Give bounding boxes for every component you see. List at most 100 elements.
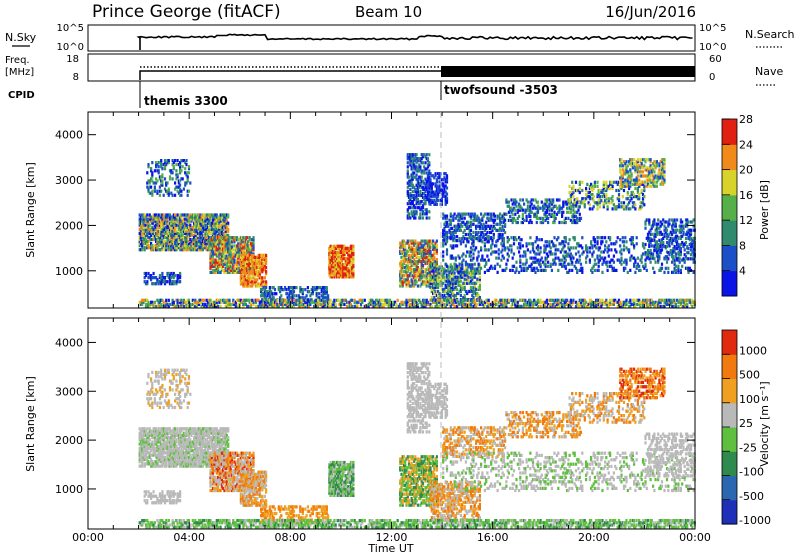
echo-cell [211,262,215,266]
echo-cell [161,246,164,250]
echo-cell [260,280,263,284]
echo-cell [242,284,245,288]
echo-cell [186,235,189,240]
echo-cell [158,229,161,233]
echo-cell [211,260,215,264]
echo-cell [258,266,261,270]
echo-cell [406,165,409,169]
echo-cell [260,268,263,272]
echo-cell [236,262,239,266]
echo-cell [171,237,174,242]
echo-cell [247,248,250,252]
echo-cell [225,239,228,244]
echo-cell [204,223,207,227]
echo-cell [230,236,234,240]
echo-cell [300,296,303,300]
echo-cell [252,240,255,244]
echo-cell [519,198,522,202]
echo-cell [219,237,222,242]
echo-cell [225,219,228,223]
echo-cell [168,280,172,284]
echo-cell [219,252,222,256]
echo-cell [199,215,202,219]
echo-cell [214,270,217,274]
echo-cell [611,184,614,188]
echo-cell [490,212,493,216]
echo-cell [244,272,247,276]
echo-cell [195,239,198,244]
echo-cell [515,204,518,208]
echo-cell [211,229,215,233]
echo-cell [222,246,225,250]
echo-cell [148,213,151,217]
echo-cell [272,298,275,302]
nsky-trace [136,33,693,50]
echo-cell [180,219,183,223]
echo-cell [588,250,591,254]
echo-cell [214,252,217,256]
echo-cell [148,231,151,235]
echo-cell [462,258,465,262]
echo-cell [518,270,521,274]
echo-cell [581,246,584,250]
echo-cell [243,270,246,274]
echo-cell [521,262,524,266]
echo-cell [210,238,213,242]
echo-cell [152,227,155,231]
echo-cell [504,222,507,226]
echo-cell [201,215,204,219]
echo-cell [478,236,481,240]
echo-cell [554,244,557,248]
echo-cell [227,233,230,237]
echo-cell [480,246,483,250]
echo-cell [155,227,158,231]
echo-cell [238,270,241,274]
echo-cell [237,266,240,270]
echo-cell [215,244,218,248]
echo-cell [143,242,146,246]
echo-cell [252,276,255,280]
echo-cell [462,252,465,256]
echo-cell [539,250,542,254]
echo-cell [187,231,191,235]
echo-cell [148,274,151,278]
echo-cell [325,286,328,290]
echo-cell [179,219,182,223]
echo-cell [166,237,169,242]
echo-cell [291,294,294,298]
echo-cell [248,236,251,240]
echo-cell [291,296,294,300]
echo-cell [246,244,249,248]
echo-cell [225,237,228,242]
echo-cell [161,183,164,187]
echo-cell [172,219,175,223]
echo-cell [142,215,145,219]
echo-cell [195,219,198,223]
echo-cell [181,229,184,233]
echo-cell [177,233,180,237]
echo-cell [579,216,583,220]
echo-cell [165,246,168,250]
echo-cell [176,233,179,237]
echo-cell [487,236,490,240]
echo-cell [626,190,629,195]
echo-cell [157,235,160,240]
echo-cell [185,235,188,240]
echo-cell [186,244,189,248]
echo-cell [220,229,223,233]
echo-cell [163,276,167,280]
echo-cell [161,175,164,179]
echo-cell [229,252,232,256]
echo-cell [222,264,225,268]
echo-cell [163,229,167,233]
echo-cell [185,242,188,246]
echo-cell [179,167,182,171]
echo-cell [261,276,264,280]
echo-cell [172,229,175,233]
echo-cell [206,213,210,217]
echo-cell [515,260,518,264]
echo-cell [428,153,431,157]
echo-cell [182,223,185,227]
echo-cell [160,175,163,179]
echo-cell [155,248,158,252]
